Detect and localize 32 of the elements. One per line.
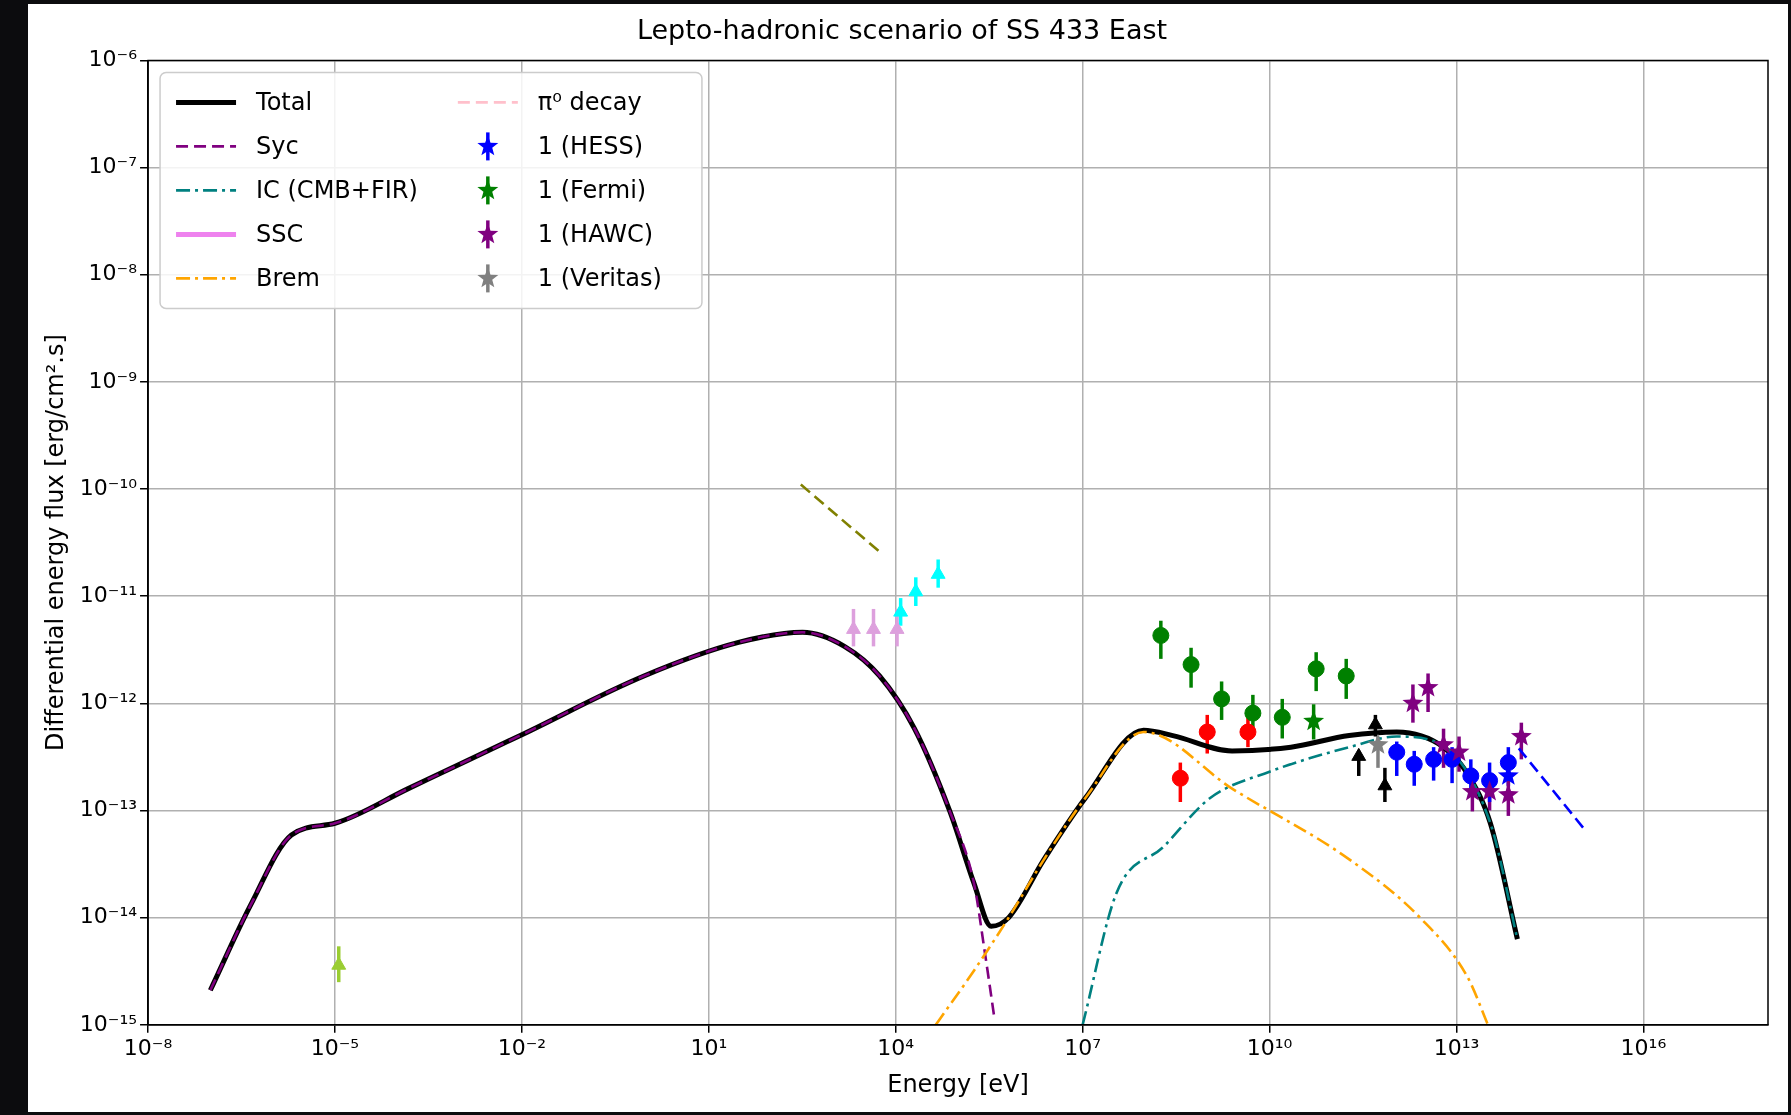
y-tick-label: 10⁻⁸: [88, 260, 138, 286]
x-tick-label: 10⁻⁸: [123, 1034, 173, 1060]
y-tick-label: 10⁻⁶: [88, 46, 138, 72]
legend-label: SSC: [256, 219, 304, 248]
y-tick-label: 10⁻¹²: [79, 689, 138, 715]
y-axis-title: Differential energy flux [erg/cm².s]: [40, 334, 69, 752]
x-axis-title: Energy [eV]: [887, 1069, 1029, 1098]
x-tick-label: 10¹⁰: [1246, 1034, 1293, 1060]
x-tick-label: 10⁻⁵: [310, 1034, 360, 1060]
x-tick-label: 10¹³: [1433, 1034, 1480, 1060]
x-tick-label: 10⁻²: [497, 1034, 547, 1060]
legend-label: 1 (HESS): [537, 131, 644, 160]
legend-label: 1 (Veritas): [537, 263, 662, 292]
x-tick-label: 10⁴: [877, 1034, 915, 1060]
x-tick-label: 10¹: [690, 1034, 728, 1060]
legend-label: 1 (Fermi): [537, 175, 647, 204]
y-tick-label: 10⁻¹⁵: [79, 1010, 138, 1036]
y-tick-label: 10⁻¹¹: [79, 581, 138, 607]
legend-label: Brem: [256, 263, 320, 292]
y-tick-label: 10⁻¹⁰: [79, 474, 138, 500]
legend-label: 1 (HAWC): [537, 219, 654, 248]
legend-label: π⁰ decay: [537, 87, 642, 116]
x-tick-label: 10⁷: [1064, 1034, 1102, 1060]
chart-title: Lepto-hadronic scenario of SS 433 East: [636, 14, 1168, 46]
x-tick-label: 10¹⁶: [1620, 1034, 1667, 1060]
y-tick-label: 10⁻⁹: [88, 367, 138, 393]
legend-label: Total: [255, 87, 313, 116]
y-tick-label: 10⁻¹³: [79, 796, 138, 822]
y-tick-label: 10⁻¹⁴: [79, 903, 138, 929]
legend-label: Syc: [256, 131, 299, 160]
y-tick-label: 10⁻⁷: [88, 153, 138, 179]
legend-label: IC (CMB+FIR): [256, 175, 418, 204]
